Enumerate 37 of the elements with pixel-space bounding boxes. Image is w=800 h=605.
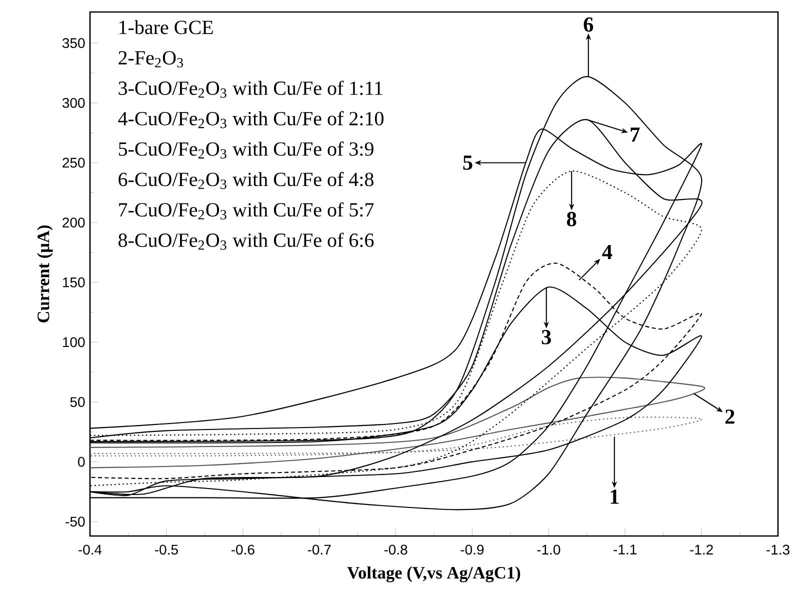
annotation: 1 xyxy=(610,490,619,504)
y-tick-label: 50 xyxy=(70,397,85,407)
y-tick-label: 250 xyxy=(62,158,85,168)
y-axis-title: Current (μA) xyxy=(37,225,53,322)
annotation: 7-CuO/Fe$_{2}$O$_{3}$ with Cu/Fe of 5:7 xyxy=(119,202,374,220)
annotation: 6 xyxy=(584,17,594,32)
annotation: 5 xyxy=(463,156,472,170)
annotation: 3-CuO/Fe$_{2}$O$_{3}$ with Cu/Fe of 1:11 xyxy=(118,80,382,98)
annotation: 2 xyxy=(725,410,734,424)
x-tick-label: -1.2 xyxy=(690,544,713,554)
x-tick-label: -1.1 xyxy=(614,544,636,554)
annotation: 5-CuO/Fe$_{2}$O$_{3}$ with Cu/Fe of 3:9 xyxy=(118,142,374,159)
y-tick-label: 200 xyxy=(62,218,85,228)
y-tick-label: 100 xyxy=(62,337,85,348)
x-tick-label: -1.0 xyxy=(537,544,560,555)
x-tick-label: -0.5 xyxy=(155,544,178,555)
x-tick-label: -0.6 xyxy=(231,544,254,555)
x-tick-label: -0.4 xyxy=(78,544,102,555)
annotation: 4 xyxy=(602,244,612,259)
annotation: 1-bare GCE xyxy=(120,20,213,34)
x-tick-label: -1.3 xyxy=(766,544,790,555)
annotation: 3 xyxy=(542,330,551,344)
x-tick-label: -0.9 xyxy=(460,544,484,555)
y-tick-label: 350 xyxy=(62,38,85,48)
annotation: 2-Fe$_{2}$O$_{3}$ xyxy=(118,51,183,68)
y-tick-label: -50 xyxy=(66,516,85,527)
y-tick-label: 300 xyxy=(62,98,85,108)
x-tick-label: -0.7 xyxy=(308,544,331,555)
annotation: 7 xyxy=(630,128,640,142)
y-tick-label: 150 xyxy=(62,277,85,288)
annotation: 8-CuO/Fe$_{2}$O$_{3}$ with Cu/Fe of 6:6 xyxy=(118,232,374,250)
annotation: 4-CuO/Fe$_{2}$O$_{3}$ with Cu/Fe of 2:10 xyxy=(118,111,384,128)
annotation: 6-CuO/Fe$_{2}$O$_{3}$ with Cu/Fe of 4:8 xyxy=(118,172,374,190)
annotation: 8 xyxy=(566,212,576,226)
x-tick-label: -0.8 xyxy=(384,544,408,555)
x-axis-title: Voltage (V,vs Ag/AgC1) xyxy=(347,566,520,582)
y-tick-label: 0 xyxy=(78,456,85,467)
